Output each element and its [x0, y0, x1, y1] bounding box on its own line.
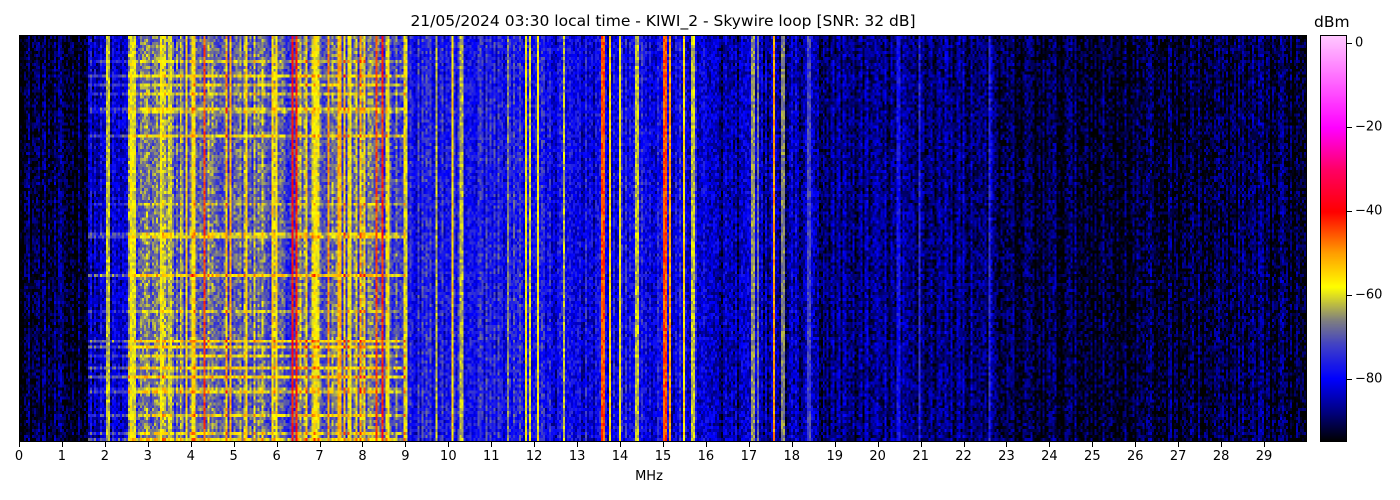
heatmap-cells — [20, 36, 1306, 441]
x-tick — [1092, 442, 1094, 447]
colorbar-tick-label: −60 — [1355, 287, 1383, 303]
x-tick — [834, 442, 836, 447]
x-tick — [448, 442, 450, 447]
x-tick — [233, 442, 235, 447]
colorbar-tick-label: −40 — [1355, 203, 1383, 219]
colorbar-tick — [1347, 211, 1352, 213]
x-tick-label: 5 — [229, 449, 238, 464]
x-tick-label: 14 — [611, 449, 629, 464]
x-tick — [147, 442, 149, 447]
x-tick — [577, 442, 579, 447]
x-tick — [491, 442, 493, 447]
x-tick-label: 0 — [14, 449, 24, 464]
x-tick — [791, 442, 793, 447]
x-axis-label: MHz — [635, 469, 663, 484]
x-tick-label: 7 — [315, 449, 324, 464]
x-tick — [1049, 442, 1051, 447]
colorbar-tick — [1347, 43, 1352, 45]
x-tick — [61, 442, 63, 447]
x-tick-label: 29 — [1255, 449, 1273, 464]
x-tick-label: 3 — [143, 449, 152, 464]
x-tick-label: 22 — [955, 449, 972, 464]
x-tick-label: 13 — [568, 449, 586, 464]
x-tick-label: 1 — [57, 449, 67, 464]
x-tick-label: 23 — [998, 449, 1015, 464]
colorbar-tick-label: 0 — [1355, 35, 1364, 51]
x-tick-label: 15 — [654, 449, 672, 464]
x-tick-label: 4 — [186, 449, 195, 464]
x-tick — [19, 442, 20, 447]
x-tick — [920, 442, 922, 447]
x-tick — [534, 442, 536, 447]
x-tick — [963, 442, 965, 447]
colorbar-tick — [1347, 295, 1352, 297]
x-tick — [362, 442, 364, 447]
x-tick-label: 17 — [740, 449, 758, 464]
x-tick — [1135, 442, 1137, 447]
x-tick — [620, 442, 622, 447]
x-tick — [663, 442, 664, 447]
x-tick — [748, 442, 750, 447]
x-tick-label: 10 — [440, 449, 457, 464]
x-tick-label: 6 — [272, 449, 281, 464]
x-tick — [190, 442, 192, 447]
waterfall-plot — [19, 35, 1307, 442]
x-tick — [104, 442, 106, 447]
x-tick-label: 11 — [482, 449, 500, 464]
x-tick-label: 24 — [1041, 449, 1058, 464]
x-tick-label: 2 — [100, 449, 109, 464]
x-tick — [705, 442, 707, 447]
x-tick-label: 8 — [358, 449, 367, 464]
x-tick-label: 27 — [1169, 449, 1187, 464]
x-tick — [1221, 442, 1223, 447]
x-tick — [1264, 442, 1266, 447]
x-tick-label: 16 — [697, 449, 715, 464]
x-tick-label: 21 — [912, 449, 929, 464]
x-tick — [1006, 442, 1008, 447]
x-tick — [1178, 442, 1180, 447]
x-tick-label: 25 — [1084, 449, 1101, 464]
x-tick-label: 12 — [525, 449, 543, 464]
colorbar — [1320, 35, 1347, 442]
x-tick-label: 18 — [783, 449, 801, 464]
chart-title: 21/05/2024 03:30 local time - KIWI_2 - S… — [410, 12, 916, 30]
colorbar-tick-label: −80 — [1355, 371, 1383, 387]
x-tick — [319, 442, 321, 447]
x-tick — [405, 442, 407, 447]
x-tick-label: 20 — [869, 449, 886, 464]
x-tick-label: 26 — [1126, 449, 1144, 464]
colorbar-label: dBm — [1314, 13, 1350, 31]
x-tick — [276, 442, 278, 447]
colorbar-tick-label: −20 — [1355, 119, 1383, 135]
x-tick-label: 9 — [401, 449, 410, 464]
colorbar-tick — [1347, 127, 1352, 129]
colorbar-tick — [1347, 379, 1352, 381]
x-tick-label: 28 — [1212, 449, 1230, 464]
x-tick-label: 19 — [826, 449, 843, 464]
x-tick — [877, 442, 879, 447]
